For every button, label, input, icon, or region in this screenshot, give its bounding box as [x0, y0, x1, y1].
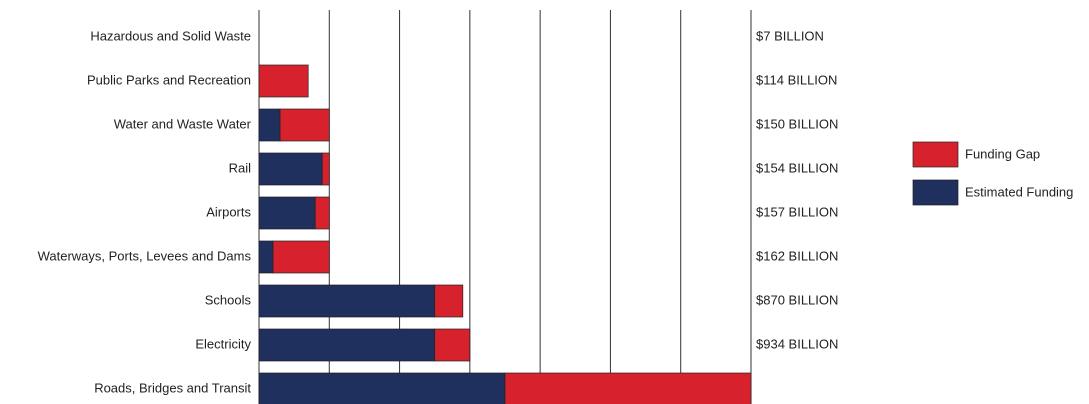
bar-segment — [258, 372, 506, 404]
bar-segment — [258, 108, 281, 142]
category-label: Electricity — [195, 336, 251, 351]
legend-label: Funding Gap — [965, 146, 1040, 161]
bar-segment — [279, 108, 330, 142]
bar-segment — [434, 328, 471, 362]
category-label: Public Parks and Recreation — [87, 72, 251, 87]
total-label: $870 BILLION — [756, 292, 838, 307]
total-label: $7 BILLION — [756, 28, 824, 43]
total-label: $150 BILLION — [756, 116, 838, 131]
total-label: $162 BILLION — [756, 248, 838, 263]
category-label: Schools — [205, 292, 252, 307]
category-label: Rail — [229, 160, 252, 175]
bar-segment — [321, 152, 330, 186]
bar-segment — [258, 64, 309, 98]
category-label: Roads, Bridges and Transit — [94, 380, 251, 395]
bar-segment — [272, 240, 330, 274]
bar-segment — [258, 240, 274, 274]
category-label: Airports — [206, 204, 251, 219]
legend-swatch — [912, 179, 959, 206]
bar-segment — [258, 284, 436, 318]
bar-segment — [504, 372, 752, 404]
total-label: $934 BILLION — [756, 336, 838, 351]
bar-segment — [434, 284, 464, 318]
bar-segment — [314, 196, 330, 230]
legend-swatch — [912, 141, 959, 168]
total-label: $157 BILLION — [756, 204, 838, 219]
total-label: $154 BILLION — [756, 160, 838, 175]
category-label: Hazardous and Solid Waste — [90, 28, 251, 43]
total-label: $114 BILLION — [756, 72, 837, 87]
bar-segment — [258, 196, 316, 230]
category-label: Water and Waste Water — [114, 116, 252, 131]
bar-segment — [258, 152, 323, 186]
legend-label: Estimated Funding — [965, 184, 1073, 199]
bar-segment — [258, 328, 436, 362]
category-label: Waterways, Ports, Levees and Dams — [38, 248, 252, 263]
